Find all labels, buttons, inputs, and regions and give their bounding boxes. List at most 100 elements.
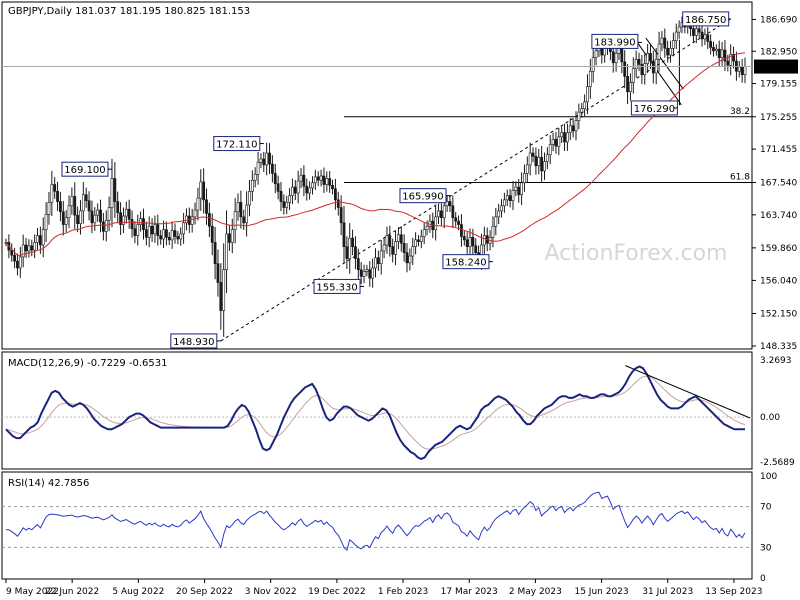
trend-down <box>635 40 682 106</box>
macd-title: MACD(12,26,9) -0.7229 -0.6531 <box>8 358 168 369</box>
candle-body <box>502 199 506 207</box>
price-tick-label: 182.950 <box>760 47 797 57</box>
candle-body <box>666 47 670 56</box>
candle-body <box>545 154 549 162</box>
candle-body <box>520 182 523 196</box>
candle-body <box>640 64 644 75</box>
candle-body <box>531 152 535 157</box>
candle-body <box>497 210 501 218</box>
candle-body <box>732 53 735 62</box>
candle-body <box>196 197 200 211</box>
candle-body <box>233 211 237 230</box>
candle-body <box>313 176 317 184</box>
price-tick-label: 186.690 <box>760 15 797 25</box>
candle-body <box>740 66 744 75</box>
annotation-box <box>591 33 639 49</box>
candle-body <box>714 48 718 52</box>
x-tick-label: 13 Sep 2023 <box>705 587 762 597</box>
x-tick-label: 3 Nov 2022 <box>245 587 297 597</box>
candle-body <box>79 210 82 224</box>
candle-body <box>285 202 289 208</box>
annotation-label: 172.110 <box>216 140 257 151</box>
candle-body <box>371 267 375 279</box>
candle-body <box>265 152 269 166</box>
candles <box>4 14 747 337</box>
candle-body <box>500 205 503 212</box>
candle-body <box>617 47 621 54</box>
rsi-title: RSI(14) 42.7856 <box>8 478 89 489</box>
candle-body <box>491 225 495 238</box>
candle-body <box>554 139 558 147</box>
candle-body <box>411 246 415 257</box>
candle-body <box>104 219 108 232</box>
candle-body <box>319 175 323 181</box>
candle-body <box>53 184 57 192</box>
x-tick-label: 15 Jun 2023 <box>574 587 628 597</box>
candle-body <box>563 132 566 143</box>
candle-body <box>525 164 529 174</box>
candle-body <box>127 208 131 220</box>
annotation-label: 155.330 <box>316 282 357 293</box>
candle-body <box>21 244 25 258</box>
candle-body <box>36 235 39 243</box>
candle-body <box>523 173 526 184</box>
candle-body <box>228 233 231 243</box>
candle-body <box>76 214 80 224</box>
current-price-text: 181.153 <box>757 64 794 74</box>
candle-body <box>242 216 246 224</box>
price-tick-label: 159.860 <box>760 244 797 254</box>
macd-tick-label: 0.00 <box>760 413 780 423</box>
candle-body <box>162 229 165 240</box>
candle-body <box>270 163 274 174</box>
current-price-marker: 181.153 <box>2 59 798 74</box>
candle-body <box>557 136 561 147</box>
candle-body <box>119 212 122 225</box>
candle-body <box>580 108 584 113</box>
candle-body <box>59 201 62 213</box>
watermark: ActionForex.com <box>545 241 728 266</box>
candle-body <box>165 229 168 238</box>
candle-body <box>110 178 114 208</box>
x-tick-label: 5 Aug 2022 <box>112 587 164 597</box>
candle-body <box>614 53 618 64</box>
candle-body <box>41 229 45 246</box>
candle-body <box>528 152 532 166</box>
candle-body <box>213 242 217 265</box>
candle-body <box>207 213 211 227</box>
candle-body <box>405 252 409 264</box>
rsi-tick-label: 70 <box>760 503 772 513</box>
candle-body <box>697 28 701 33</box>
candle-body <box>623 61 627 77</box>
candle-body <box>508 195 512 201</box>
candle-body <box>336 199 340 208</box>
candle-body <box>709 41 713 48</box>
price-tick-label: 148.335 <box>760 342 797 352</box>
candle-body <box>399 234 403 244</box>
x-tick-label: 20 Sep 2022 <box>176 587 233 597</box>
candle-body <box>397 234 400 242</box>
price-tick-label: 163.740 <box>760 211 797 221</box>
candle-body <box>437 210 440 218</box>
candle-body <box>293 186 297 194</box>
candle-body <box>723 49 727 62</box>
candle-body <box>90 210 94 224</box>
macd-tick-label: -2.5689 <box>760 458 795 468</box>
candle-body <box>339 207 343 224</box>
candle-body <box>253 173 257 181</box>
candle-body <box>700 31 704 40</box>
candle-body <box>305 185 309 194</box>
candle-body <box>139 218 143 225</box>
candle-body <box>116 201 120 213</box>
candle-body <box>202 181 206 201</box>
candle-body <box>279 191 283 202</box>
moving-average <box>5 52 746 257</box>
candle-body <box>634 59 638 70</box>
candle-body <box>205 199 208 214</box>
candle-body <box>517 186 521 196</box>
candle-body <box>451 205 455 219</box>
candle-body <box>448 201 452 207</box>
candle-body <box>193 209 197 218</box>
x-tick-label: 17 Mar 2023 <box>441 587 498 597</box>
candle-body <box>50 184 54 203</box>
